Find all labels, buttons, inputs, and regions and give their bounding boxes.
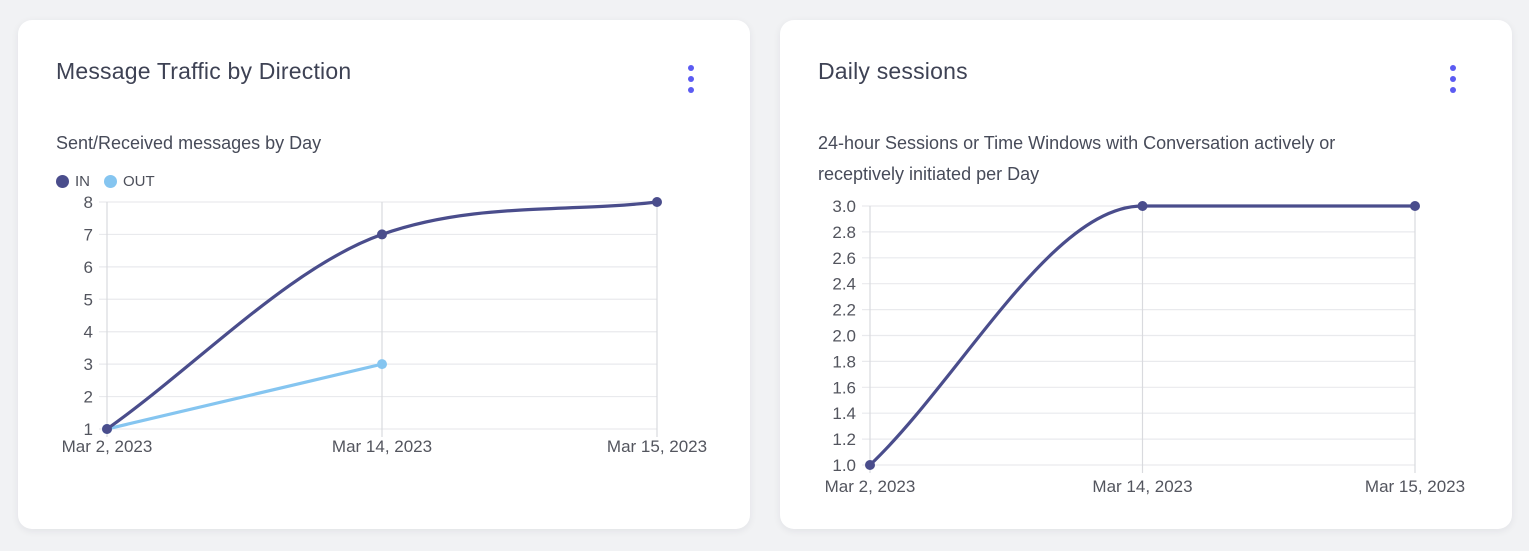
chart-legend: IN OUT [56, 173, 712, 190]
card-header: Message Traffic by Direction [56, 56, 712, 100]
y-tick-label: 1.4 [832, 404, 856, 423]
legend-item-in[interactable]: IN [56, 173, 90, 190]
legend-label-in: IN [75, 173, 90, 190]
y-tick-label: 1.8 [832, 352, 856, 371]
y-tick-label: 2 [84, 388, 93, 407]
data-point[interactable] [1410, 201, 1420, 211]
data-point[interactable] [377, 359, 387, 370]
data-point[interactable] [1137, 201, 1148, 211]
y-tick-label: 1.6 [832, 378, 856, 397]
card-subtitle: 24-hour Sessions or Time Windows with Co… [818, 128, 1474, 190]
kebab-menu-icon[interactable] [1444, 58, 1462, 100]
x-tick-label: Mar 2, 2023 [62, 437, 153, 456]
card-daily-sessions: Daily sessions 24-hour Sessions or Time … [780, 20, 1512, 529]
x-tick-label: Mar 2, 2023 [825, 477, 916, 496]
y-tick-label: 7 [84, 225, 93, 244]
y-tick-label: 1.0 [832, 456, 856, 475]
legend-label-out: OUT [123, 173, 155, 190]
y-tick-label: 3 [84, 355, 93, 374]
y-tick-label: 2.0 [832, 327, 856, 346]
y-tick-label: 2.6 [832, 249, 856, 268]
data-point[interactable] [102, 424, 112, 434]
y-tick-label: 2.8 [832, 223, 856, 242]
y-tick-label: 2.2 [832, 301, 856, 320]
card-message-traffic: Message Traffic by Direction Sent/Receiv… [18, 20, 750, 529]
x-tick-label: Mar 15, 2023 [1365, 477, 1465, 496]
legend-item-out[interactable]: OUT [104, 173, 155, 190]
y-tick-label: 6 [84, 258, 93, 277]
data-point[interactable] [865, 460, 875, 470]
y-tick-label: 3.0 [832, 197, 856, 216]
y-tick-label: 4 [84, 323, 93, 342]
kebab-menu-icon[interactable] [682, 58, 700, 100]
message-traffic-chart[interactable]: 1 2 3 4 5 6 7 8 Mar 2, 2023 Mar 14, 2023 Mar 15, 2… [56, 193, 712, 464]
card-subtitle-line-2: receptively initiated per Day [818, 164, 1040, 184]
y-tick-label: 1.2 [832, 430, 856, 449]
card-subtitle: Sent/Received messages by Day [56, 133, 322, 153]
series-line [868, 204, 1417, 467]
card-title: Daily sessions [818, 58, 968, 84]
legend-dot-out-icon [104, 175, 117, 188]
card-title: Message Traffic by Direction [56, 58, 352, 84]
y-tick-label: 1 [84, 420, 93, 439]
y-tick-label: 2.4 [832, 275, 856, 294]
line-chart-svg: 1 2 3 4 5 6 7 8 Mar 2, 2023 Mar 14, 2023 Mar 15, 2… [62, 193, 707, 456]
card-header: Daily sessions [818, 56, 1474, 100]
y-tick-label: 8 [84, 193, 93, 212]
card-subtitle-line-1: 24-hour Sessions or Time Windows with Co… [818, 133, 1336, 153]
data-point[interactable] [652, 197, 662, 207]
series-line [105, 362, 384, 431]
y-tick-label: 5 [84, 290, 93, 309]
daily-sessions-chart[interactable]: 1.0 1.2 1.4 1.6 1.8 2.0 2.2 2.4 2.6 2.8 3.0 Mar 2, … [818, 197, 1474, 506]
legend-dot-in-icon [56, 175, 69, 188]
line-chart-svg: 1.0 1.2 1.4 1.6 1.8 2.0 2.2 2.4 2.6 2.8 3.0 Mar 2, … [825, 197, 1465, 496]
x-tick-label: Mar 14, 2023 [332, 437, 432, 456]
x-tick-label: Mar 15, 2023 [607, 437, 707, 456]
data-point[interactable] [377, 229, 387, 240]
x-tick-label: Mar 14, 2023 [1092, 477, 1192, 496]
